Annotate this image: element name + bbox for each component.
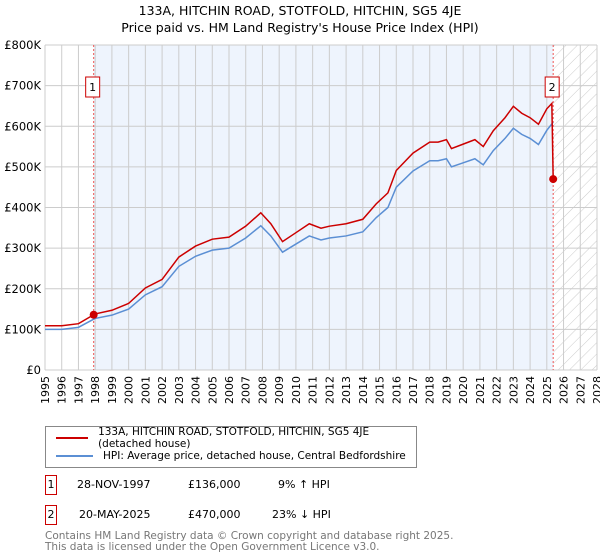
footer: Contains HM Land Registry data © Crown c… xyxy=(45,531,453,552)
x-tick-label: 1996 xyxy=(56,376,69,404)
x-tick-label: 2020 xyxy=(457,376,470,404)
footer-line-2: This data is licensed under the Open Gov… xyxy=(45,540,380,553)
x-tick-label: 2009 xyxy=(273,376,286,404)
sale-hpi: 9% ↑ HPI xyxy=(278,478,330,491)
x-tick-label: 2011 xyxy=(307,376,320,404)
legend-swatch-blue xyxy=(56,455,93,457)
sale-row-2: 2 20-MAY-2025 £470,000 23% ↓ HPI xyxy=(45,505,445,525)
x-tick-label: 2023 xyxy=(507,376,520,404)
hpi-line xyxy=(45,121,554,331)
x-tick-label: 1997 xyxy=(72,376,85,404)
sale-date: 20-MAY-2025 xyxy=(79,508,151,521)
x-tick-label: 2002 xyxy=(156,376,169,404)
sale-point xyxy=(549,175,558,184)
sale-label: 1 xyxy=(89,81,96,94)
sale-marker-box: 2 xyxy=(45,505,57,525)
y-tick-label: £100K xyxy=(4,322,41,336)
x-tick-label: 2007 xyxy=(240,376,253,404)
sale-label-box xyxy=(85,76,101,98)
x-tick-label: 2003 xyxy=(173,376,186,404)
x-tick-label: 1995 xyxy=(39,376,52,404)
x-tick-label: 2008 xyxy=(256,376,269,404)
x-tick-label: 2027 xyxy=(574,376,587,404)
x-tick-label: 2025 xyxy=(541,376,554,404)
x-tick-label: 2028 xyxy=(591,376,600,404)
x-tick-label: 2018 xyxy=(424,376,437,404)
x-tick-label: 2013 xyxy=(340,376,353,404)
sale-row-1: 1 28-NOV-1997 £136,000 9% ↑ HPI xyxy=(45,475,445,495)
sale-hpi: 23% ↓ HPI xyxy=(272,508,331,521)
x-tick-label: 2019 xyxy=(440,376,453,404)
footer-line-1: Contains HM Land Registry data © Crown c… xyxy=(45,530,454,542)
y-tick-label: £200K xyxy=(4,282,41,296)
legend-item-property: 133A, HITCHIN ROAD, STOTFOLD, HITCHIN, S… xyxy=(56,426,416,450)
x-tick-label: 2004 xyxy=(190,376,203,404)
legend-swatch-red xyxy=(56,437,89,439)
sale-marker-box: 1 xyxy=(45,475,57,495)
legend-label: HPI: Average price, detached house, Cent… xyxy=(103,450,406,462)
sale-point xyxy=(89,310,98,319)
y-tick-label: £400K xyxy=(4,201,41,215)
x-tick-label: 2021 xyxy=(474,376,487,404)
x-tick-label: 1999 xyxy=(106,376,119,404)
y-tick-label: £0 xyxy=(26,363,41,377)
x-tick-label: 2006 xyxy=(223,376,236,404)
x-tick-label: 2014 xyxy=(357,376,370,404)
y-tick-label: £600K xyxy=(4,119,41,133)
x-tick-label: 2016 xyxy=(390,376,403,404)
sale-price: £136,000 xyxy=(188,478,241,491)
legend-label: 133A, HITCHIN ROAD, STOTFOLD, HITCHIN, S… xyxy=(98,426,370,450)
sale-price: £470,000 xyxy=(188,508,241,521)
sale-label: 2 xyxy=(549,81,556,94)
x-tick-label: 2015 xyxy=(374,376,387,404)
x-tick-label: 2012 xyxy=(323,376,336,404)
legend-item-hpi: HPI: Average price, detached house, Cent… xyxy=(56,448,406,464)
y-tick-label: £700K xyxy=(4,79,41,93)
y-tick-label: £500K xyxy=(4,160,41,174)
x-tick-label: 2024 xyxy=(524,376,537,404)
chart-subtitle: Price paid vs. HM Land Registry's House … xyxy=(121,20,479,35)
x-tick-label: 2022 xyxy=(491,376,504,404)
x-tick-label: 2026 xyxy=(558,376,571,404)
y-tick-label: £300K xyxy=(4,241,41,255)
property-price-line xyxy=(45,101,554,327)
x-tick-label: 2017 xyxy=(407,376,420,404)
y-tick-label: £800K xyxy=(4,38,41,52)
chart-title: 133A, HITCHIN ROAD, STOTFOLD, HITCHIN, S… xyxy=(138,3,462,18)
plot-area: 1995 1996 1997 1998 1999 2000 2001 2002 2003 2004… xyxy=(4,38,600,404)
x-tick-label: 2000 xyxy=(123,376,136,404)
x-tick-label: 2010 xyxy=(290,376,303,404)
x-tick-label: 2005 xyxy=(206,376,219,404)
sale-date: 28-NOV-1997 xyxy=(77,478,151,491)
x-tick-label: 2001 xyxy=(139,376,152,404)
sale-label-box xyxy=(544,76,560,98)
x-tick-label: 1998 xyxy=(89,376,102,404)
legend: 133A, HITCHIN ROAD, STOTFOLD, HITCHIN, S… xyxy=(45,426,417,468)
